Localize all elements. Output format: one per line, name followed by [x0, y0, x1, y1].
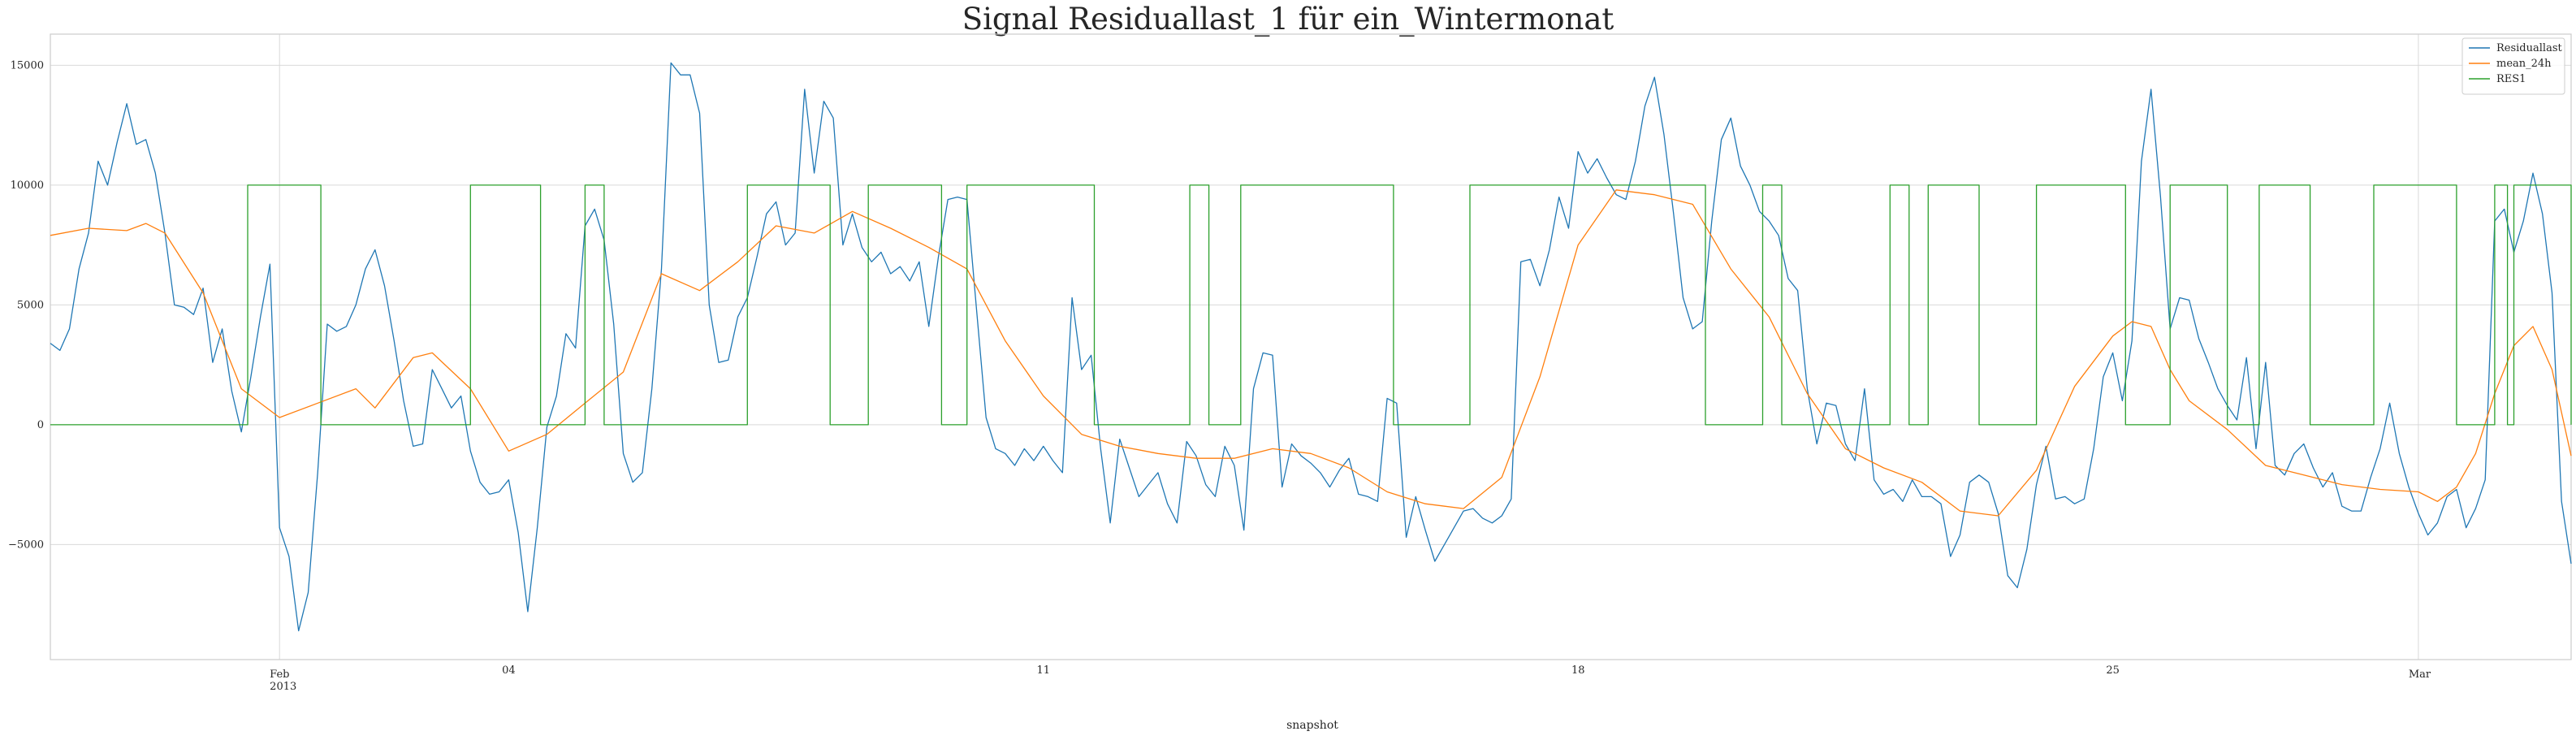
y-tick-label: −5000	[8, 539, 44, 551]
series-line-residuallast	[50, 62, 2572, 632]
x-tick-label: 18	[1571, 664, 1585, 677]
grid	[50, 34, 2571, 660]
y-tick-label: 10000	[11, 180, 44, 192]
legend-label: mean_24h	[2496, 58, 2552, 70]
series-line-mean-24h	[50, 189, 2572, 517]
series-line-res1	[50, 184, 2572, 426]
x-tick-label: Feb	[270, 669, 289, 681]
x-tick-label: 25	[2106, 664, 2120, 677]
series-layer	[50, 62, 2572, 632]
legend: Residuallast mean_24h RES1	[2461, 37, 2565, 95]
x-tick-label: Mar	[2409, 669, 2431, 681]
x-tick-label: 04	[502, 664, 516, 677]
y-tick-label: 15000	[11, 59, 44, 71]
y-tick-label: 5000	[17, 299, 44, 311]
plot-frame	[50, 33, 2572, 660]
chart-title: Signal Residuallast_1 für ein_Wintermona…	[962, 2, 1614, 37]
x-axis-label: snapshot	[1286, 719, 1338, 732]
legend-label: Residuallast	[2496, 42, 2562, 54]
y-tick-label: 0	[37, 419, 44, 431]
legend-label: RES1	[2496, 73, 2526, 85]
x-tick-label: 11	[1037, 664, 1051, 677]
x-tick-sublabel: 2013	[270, 681, 296, 693]
legend-box	[2461, 37, 2565, 95]
